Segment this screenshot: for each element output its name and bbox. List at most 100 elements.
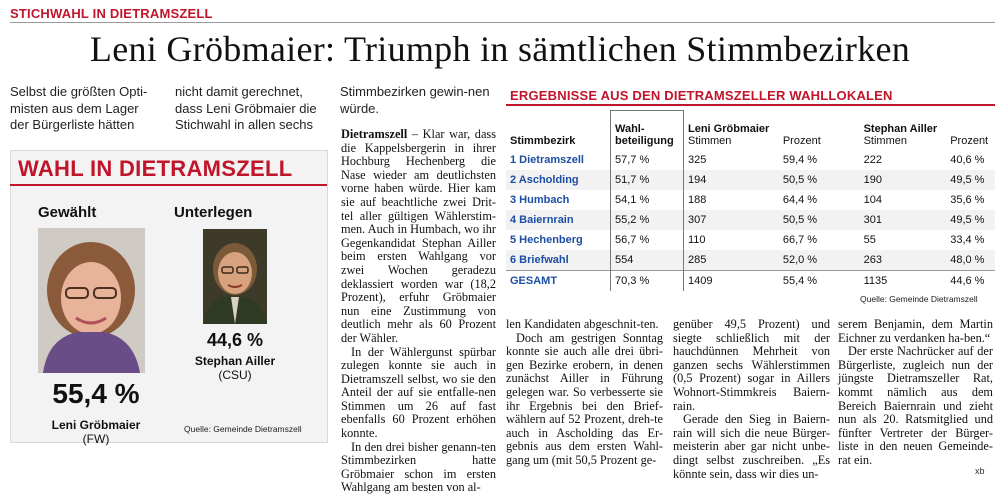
total-label: GESAMT xyxy=(506,270,611,291)
cell-cand2-percent: 48,0 % xyxy=(946,250,995,271)
cell-cand2-votes: 190 xyxy=(859,170,947,190)
table-row: 1 Dietramszell 57,7 % 325 59,4 % 222 40,6 % xyxy=(506,150,995,170)
table-header-row: Stimmbezirk Wahl-beteiligung Leni Gröbma… xyxy=(506,110,995,151)
loser-photo xyxy=(203,229,267,324)
cell-cand2-votes: 301 xyxy=(859,210,947,230)
headline: Leni Gröbmaier: Triumph in sämtlichen St… xyxy=(89,29,911,69)
cell-cand2-percent: 49,5 % xyxy=(946,170,995,190)
col-header-cand1-percent: Prozent xyxy=(779,111,828,151)
winner-percent: 55,4 % xyxy=(52,378,140,409)
col-gap xyxy=(827,210,860,230)
results-title: ERGEBNISSE AUS DEN DIETRAMSZELLER WAHLLO… xyxy=(510,88,893,103)
cell-cand2-votes: 222 xyxy=(863,154,882,166)
cell-turnout: 55,2 % xyxy=(610,210,684,230)
percent-header: Prozent xyxy=(950,135,989,147)
kicker: STICHWAHL IN DIETRAMSZELL xyxy=(10,6,213,21)
results-source: Quelle: Gemeinde Dietramszell xyxy=(860,294,978,304)
won-label: Gewählt xyxy=(38,204,97,221)
cell-district: 6 Briefwahl xyxy=(506,250,611,271)
turnout-header-line2: beteiligung xyxy=(615,135,674,147)
col-gap xyxy=(828,230,860,250)
col-gap xyxy=(827,270,860,291)
winner-name-block: Leni Gröbmaier (FW) xyxy=(36,418,156,446)
article-paragraph: Der erste Nachrücker auf der Bürgerliste… xyxy=(838,344,993,467)
cell-cand1-percent: 64,4 % xyxy=(782,194,818,206)
article-paragraph: genüber 49,5 Prozent) und siegte schließ… xyxy=(673,317,830,413)
total-p2: 44,6 % xyxy=(946,270,995,291)
votes-header: Stimmen xyxy=(863,135,907,147)
lead-column-3: Stimmbezirken gewin-nen würde. xyxy=(340,84,490,116)
cell-cand2-percent: 40,6 % xyxy=(950,154,985,166)
turnout-header-line1: Wahl- xyxy=(615,123,645,135)
table-row: 3 Humbach 54,1 % 188 64,4 % 104 35,6 % xyxy=(506,190,995,210)
winner-photo xyxy=(38,228,145,373)
article-column-b3: serem Benjamin, dem Martin Eichner zu ve… xyxy=(838,317,993,468)
article-column-b1: len Kandidaten abgeschnit-ten. Doch am g… xyxy=(506,317,663,468)
col-gap xyxy=(827,170,860,190)
total-turnout: 70,3 % xyxy=(610,270,684,291)
loser-percent: 44,6 % xyxy=(206,330,264,350)
table-row: 2 Ascholding 51,7 % 194 50,5 % 190 49,5 % xyxy=(506,170,995,190)
table-row: 5 Hechenberg 56,7 % 110 66,7 % 55 33,4 % xyxy=(506,230,995,250)
lead-column-2: nicht damit gerechnet, dass Leni Gröbmai… xyxy=(175,84,317,132)
cell-cand1-percent: 50,5 % xyxy=(778,170,828,190)
col-header-district: Stimmbezirk xyxy=(510,135,576,147)
cell-cand1-votes: 110 xyxy=(688,234,706,246)
cell-turnout: 554 xyxy=(610,250,684,271)
article-paragraph: len Kandidaten abgeschnit-ten. xyxy=(506,317,659,331)
article-paragraph: Gerade den Sieg in Baiern-rain will sich… xyxy=(673,412,830,481)
results-rule xyxy=(506,104,995,106)
cell-district: 1 Dietramszell xyxy=(510,154,584,166)
col-header-turnout: Wahl-beteiligung xyxy=(610,110,684,150)
loser-name: Stephan Ailler xyxy=(194,354,276,368)
total-v1: 1409 xyxy=(683,270,779,291)
infobox-title: WAHL IN DIETRAMSZELL xyxy=(18,156,293,181)
col-gap xyxy=(828,190,860,210)
infobox-source: Quelle: Gemeinde Dietramszell xyxy=(184,424,302,434)
cell-cand1-votes: 285 xyxy=(683,250,779,271)
loser-name-block: Stephan Ailler (CSU) xyxy=(190,354,280,382)
article-paragraph: In den drei bisher genann-ten Stimmbezir… xyxy=(341,439,496,495)
infobox-rule xyxy=(10,184,327,186)
col-header-cand2-votes: Stephan Ailler Stimmen xyxy=(860,111,947,151)
loser-party: (CSU) xyxy=(218,368,252,382)
article-paragraph: serem Benjamin, dem Martin Eichner zu ve… xyxy=(838,317,993,345)
col-gap xyxy=(827,250,860,271)
col-gap xyxy=(828,111,860,151)
cell-cand2-votes: 263 xyxy=(859,250,947,271)
article-paragraph: In der Wählergunst spürbar zulegen konnt… xyxy=(341,344,496,441)
article-column-b2: genüber 49,5 Prozent) und siegte schließ… xyxy=(673,317,830,481)
votes-header: Stimmen xyxy=(688,135,732,147)
cell-district: 5 Hechenberg xyxy=(510,234,583,246)
cell-turnout: 51,7 % xyxy=(610,170,684,190)
article-text: – Klar war, dass die Kappelsbergerin in … xyxy=(341,127,496,345)
cand1-header: Leni Gröbmaier xyxy=(688,123,770,135)
cell-turnout: 56,7 % xyxy=(610,230,684,250)
cell-cand1-votes: 325 xyxy=(688,154,707,166)
author-mark: xb xyxy=(975,466,985,476)
cell-turnout: 54,1 % xyxy=(610,190,684,210)
top-rule xyxy=(10,22,995,23)
cell-cand1-votes: 194 xyxy=(683,170,779,190)
article-paragraph: Dietramszell – Klar war, dass die Kappel… xyxy=(341,127,496,346)
percent-header: Prozent xyxy=(782,135,821,147)
cell-turnout: 57,7 % xyxy=(610,150,684,170)
cell-district: 4 Baiernrain xyxy=(506,210,611,230)
cell-cand1-votes: 188 xyxy=(688,194,707,206)
cell-district: 3 Humbach xyxy=(510,194,570,206)
cell-cand2-percent: 33,4 % xyxy=(950,234,985,246)
lead-column-1: Selbst die größten Opti-misten aus dem L… xyxy=(10,84,148,132)
cell-cand2-votes: 104 xyxy=(863,194,882,206)
cell-cand2-votes: 55 xyxy=(863,234,876,246)
cell-cand1-votes: 307 xyxy=(683,210,779,230)
total-p1: 55,4 % xyxy=(778,270,828,291)
cell-cand2-percent: 49,5 % xyxy=(946,210,995,230)
table-row: 4 Baiernrain 55,2 % 307 50,5 % 301 49,5 % xyxy=(506,210,995,230)
cell-district: 2 Ascholding xyxy=(506,170,611,190)
cell-cand2-percent: 35,6 % xyxy=(950,194,985,206)
winner-name: Leni Gröbmaier xyxy=(51,418,141,432)
total-v2: 1135 xyxy=(859,270,947,291)
cand2-header: Stephan Ailler xyxy=(863,123,938,135)
results-table-wrap: Stimmbezirk Wahl-beteiligung Leni Gröbma… xyxy=(506,110,995,291)
cell-cand1-percent: 50,5 % xyxy=(778,210,828,230)
